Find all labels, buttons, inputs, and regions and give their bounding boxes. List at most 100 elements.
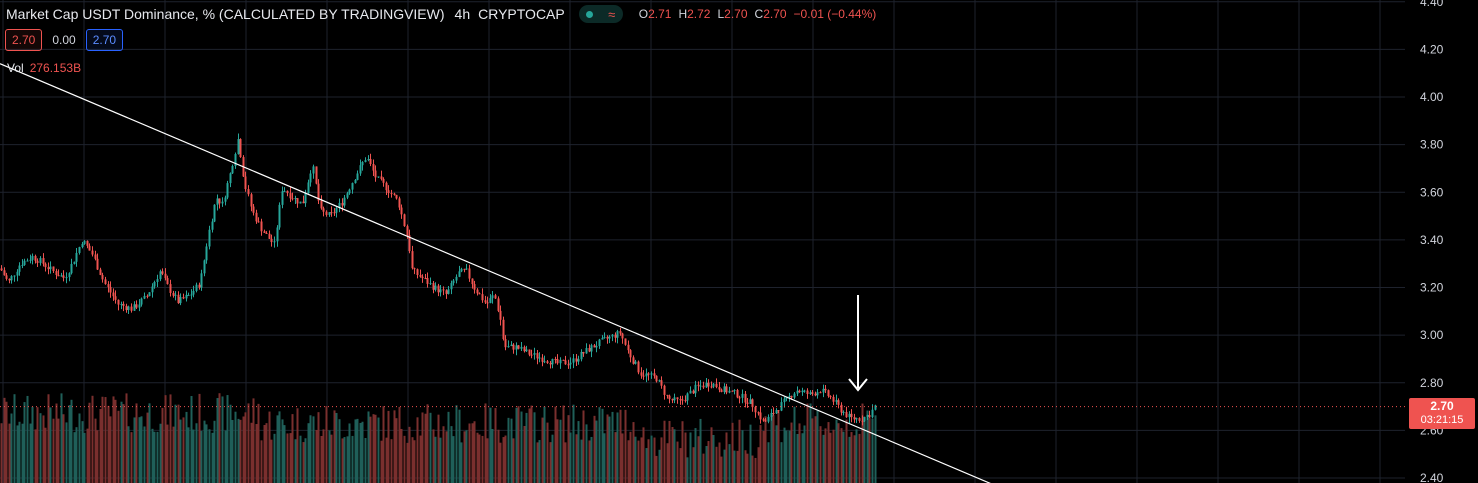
candle-body — [416, 269, 419, 275]
candle-body — [634, 361, 637, 364]
candle-body — [335, 208, 338, 213]
volume-bar — [229, 404, 232, 483]
volume-bar — [36, 407, 39, 483]
candle-body — [356, 173, 359, 180]
candle-body — [499, 310, 502, 320]
volume-bar — [198, 393, 201, 483]
volume-bar — [203, 420, 206, 483]
volume-bar — [122, 404, 125, 483]
candle-body — [476, 289, 479, 294]
candle-body — [343, 197, 346, 206]
volume-bar — [473, 421, 476, 483]
price-axis[interactable]: 4.404.204.003.803.603.403.203.002.802.60… — [1420, 0, 1444, 483]
volume-bar — [619, 409, 622, 483]
volume-bar — [153, 431, 156, 483]
candle-body — [424, 278, 427, 280]
volume-bar — [671, 427, 674, 483]
candle-body — [42, 258, 45, 264]
candle-body — [619, 331, 622, 334]
candle-body — [702, 385, 705, 388]
volume-bar — [273, 433, 276, 483]
candle-body — [858, 418, 861, 421]
volume-bar — [762, 430, 765, 483]
candle-body — [91, 250, 94, 255]
symbol-title[interactable]: Market Cap USDT Dominance, % (CALCULATED… — [6, 6, 445, 22]
candle-body — [437, 285, 440, 293]
candle-body — [458, 271, 461, 277]
volume-bar — [819, 426, 822, 483]
candle-body — [621, 333, 624, 339]
candle-body — [278, 204, 281, 228]
candle-body — [640, 372, 643, 376]
volume-bar — [616, 412, 619, 483]
candle-body — [62, 275, 65, 278]
candle-body — [229, 173, 232, 184]
volume-bar — [728, 444, 731, 483]
down-arrow-annotation[interactable] — [848, 295, 868, 392]
volume-bar — [697, 436, 700, 483]
volume-bar — [811, 418, 814, 483]
volume-bar — [112, 396, 115, 483]
volume-bar — [328, 430, 331, 483]
volume-bar — [640, 437, 643, 483]
candle-body — [5, 275, 8, 279]
volume-bar — [554, 406, 557, 483]
volume-bar — [143, 426, 146, 483]
bid-box[interactable]: 2.70 — [5, 29, 43, 51]
volume-bar — [281, 419, 284, 483]
trendline[interactable] — [0, 63, 1000, 483]
candle-body — [455, 276, 458, 281]
volume-bar — [733, 450, 736, 483]
candle-body — [510, 344, 513, 347]
volume-bar — [751, 455, 754, 483]
volume-bar — [239, 419, 242, 483]
volume-bar — [861, 403, 864, 483]
volume-label[interactable]: Vol — [7, 61, 24, 75]
close-value: 2.70 — [763, 7, 787, 21]
candle-body — [606, 336, 609, 339]
candle-body — [686, 393, 689, 401]
volume-bar — [18, 421, 21, 483]
volume-bar — [125, 393, 128, 483]
interval-label[interactable]: 4h — [454, 6, 471, 22]
volume-bar — [705, 445, 708, 483]
volume-bar — [484, 403, 487, 483]
candle-body — [801, 390, 804, 393]
candle-body — [78, 247, 81, 253]
candle-body — [759, 412, 762, 420]
candle-body — [853, 417, 856, 420]
volume-bar — [468, 423, 471, 483]
volume-bar — [226, 395, 229, 483]
candle-body — [738, 397, 741, 399]
volume-bar — [780, 442, 783, 483]
volume-bar — [486, 438, 489, 483]
indicator-toggle[interactable]: ≈ — [578, 5, 623, 23]
volume-bar — [120, 401, 123, 483]
ask-box[interactable]: 2.70 — [85, 29, 124, 51]
volume-bar — [406, 442, 409, 483]
candle-body — [387, 190, 390, 194]
candle-body — [551, 358, 554, 365]
volume-bar — [374, 414, 377, 483]
candle-body — [120, 303, 123, 305]
volume-bar — [432, 429, 435, 483]
volume-bar — [645, 448, 648, 483]
candle-body — [73, 261, 76, 264]
volume-bar — [712, 434, 715, 483]
volume-bar — [343, 437, 346, 483]
volume-bar — [413, 440, 416, 483]
candle-body — [281, 191, 284, 205]
candle-body — [512, 344, 515, 350]
candle-body — [234, 154, 237, 166]
volume-bar — [494, 408, 497, 483]
exchange-label[interactable]: CRYPTOCAP — [478, 6, 565, 22]
volume-bar — [81, 421, 84, 483]
volume-bar — [135, 403, 138, 483]
candle-body — [460, 268, 463, 272]
candle-body — [832, 396, 835, 402]
candle-body — [668, 395, 671, 400]
candle-body — [452, 280, 455, 284]
volume-bar — [858, 433, 861, 483]
candle-body — [75, 252, 78, 262]
